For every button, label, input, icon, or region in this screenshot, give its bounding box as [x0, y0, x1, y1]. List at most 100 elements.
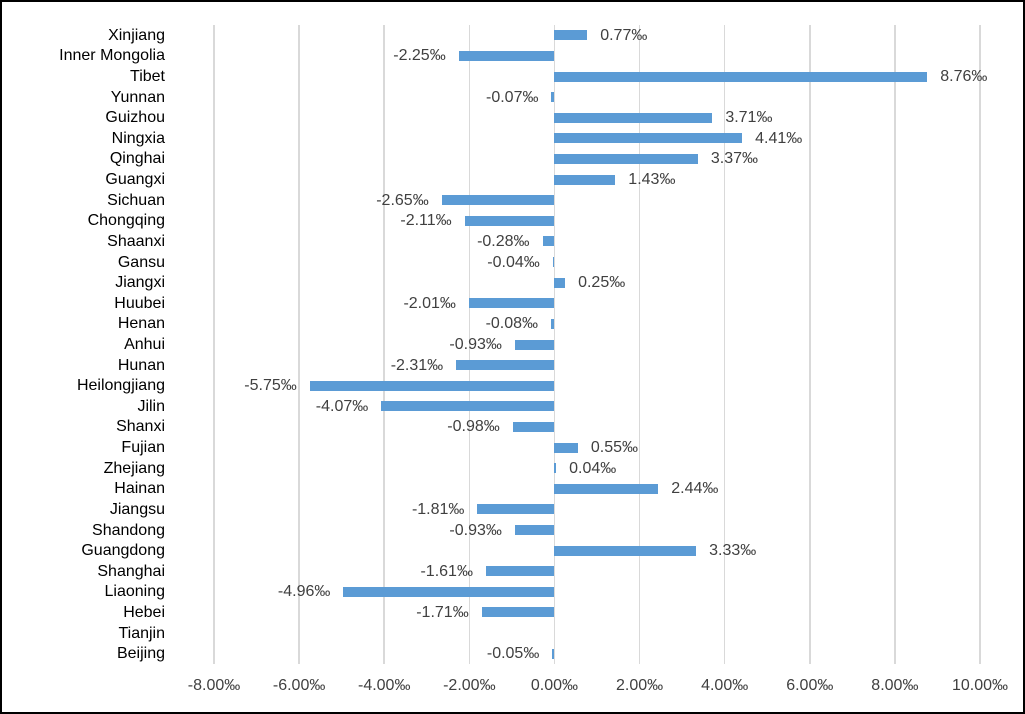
value-label: -0.07‰	[486, 88, 539, 106]
category-label: Anhui	[124, 336, 165, 353]
bar	[554, 442, 578, 453]
category-label: Hainan	[114, 480, 165, 498]
value-label: -1.71‰	[416, 603, 469, 621]
value-label: 8.76‰	[940, 68, 988, 86]
gridline	[553, 25, 556, 664]
value-label: 3.33‰	[709, 542, 757, 560]
bar	[468, 298, 555, 309]
value-label: -0.98‰	[447, 418, 500, 436]
value-label: -2.25‰	[393, 47, 446, 65]
value-label: -2.31‰	[390, 356, 444, 374]
value-label: 0.25‰	[578, 274, 626, 292]
category-label: Gansu	[117, 253, 165, 271]
bar	[514, 525, 555, 536]
gridline	[979, 25, 981, 664]
category-label: Yunnan	[110, 88, 165, 106]
category-label: Liaoning	[104, 583, 166, 601]
category-label: Xinjiang	[108, 26, 165, 44]
value-label: -5.75‰	[244, 377, 297, 395]
bar	[554, 71, 928, 82]
value-label: -2.11‰	[400, 212, 452, 230]
category-label: Zhejiang	[103, 459, 165, 477]
category-label: Jiangsu	[109, 500, 165, 518]
x-tick-label: 2.00‰	[615, 677, 664, 694]
category-label: Tianjin	[118, 624, 165, 642]
category-label: Jiangxi	[115, 274, 165, 292]
category-label: Guangxi	[105, 171, 165, 189]
value-label: -1.81‰	[411, 500, 465, 518]
bar	[441, 195, 555, 206]
category-label: Heilongjiang	[76, 377, 165, 395]
bar	[552, 648, 555, 659]
bar	[554, 112, 713, 123]
gridline	[638, 25, 641, 664]
x-tick-label: 6.00‰	[786, 677, 834, 694]
value-label: 0.55‰	[590, 439, 638, 457]
category-label: Shanxi	[116, 418, 165, 436]
category-label: Shanghai	[97, 562, 165, 580]
category-label: Shaanxi	[107, 232, 165, 250]
value-label: -1.61‰	[420, 562, 473, 580]
x-tick-label: -2.00‰	[443, 677, 496, 694]
bar	[458, 50, 555, 61]
value-label: -0.93‰	[449, 521, 502, 539]
category-label: Hebei	[123, 603, 165, 621]
bar	[554, 545, 697, 556]
bar	[514, 339, 555, 350]
value-label: -0.04‰	[487, 253, 540, 271]
category-label: Inner Mongolia	[59, 47, 165, 65]
bar	[477, 504, 555, 515]
gridline	[894, 25, 896, 664]
bar	[554, 483, 659, 494]
bar	[554, 277, 566, 288]
category-label: Shandong	[92, 521, 165, 539]
bar	[481, 607, 555, 618]
gridline	[213, 25, 215, 664]
bar	[554, 463, 557, 474]
category-label: Henan	[117, 315, 165, 333]
bar	[485, 566, 555, 577]
category-label: Qinghai	[109, 150, 165, 168]
bar	[343, 586, 555, 597]
category-label: Tibet	[130, 68, 165, 86]
value-label: 0.77‰	[600, 26, 648, 44]
bar	[512, 421, 555, 432]
value-label: 0.04‰	[569, 459, 617, 477]
gridline	[468, 25, 471, 664]
gridline	[298, 25, 300, 664]
x-tick-label: 8.00‰	[871, 677, 919, 694]
gridline	[809, 25, 811, 664]
category-label: Beijing	[116, 645, 165, 663]
value-label: -4.07‰	[315, 397, 369, 415]
x-tick-label: 4.00‰	[701, 677, 749, 694]
x-tick-label: 10.00‰	[951, 677, 1009, 694]
bar	[554, 174, 616, 185]
bar	[551, 92, 555, 103]
value-label: 4.41‰	[755, 129, 803, 147]
bar	[554, 30, 588, 41]
value-label: -2.65‰	[376, 191, 429, 209]
value-label: 3.37‰	[710, 150, 758, 168]
bar	[554, 153, 698, 164]
bar	[456, 360, 555, 371]
category-label: Chongqing	[87, 212, 165, 230]
category-label: Guizhou	[105, 109, 165, 127]
category-label: Fujian	[121, 439, 165, 457]
gridline	[383, 25, 385, 664]
value-label: -0.93‰	[449, 336, 502, 353]
x-tick-label: -4.00‰	[357, 677, 411, 694]
category-label: Hunan	[117, 356, 165, 374]
category-label: Guangdong	[81, 542, 165, 560]
category-label: Sichuan	[107, 191, 165, 209]
category-label: Ningxia	[111, 129, 165, 147]
bar	[552, 257, 555, 268]
x-tick-label: -6.00‰	[272, 677, 326, 694]
x-tick-label: -8.00‰	[187, 677, 241, 694]
bar	[381, 401, 555, 412]
bar	[464, 215, 555, 226]
bar	[542, 236, 555, 247]
bar	[309, 380, 555, 391]
value-label: 2.44‰	[671, 480, 719, 498]
value-label: 3.71‰	[725, 109, 773, 127]
